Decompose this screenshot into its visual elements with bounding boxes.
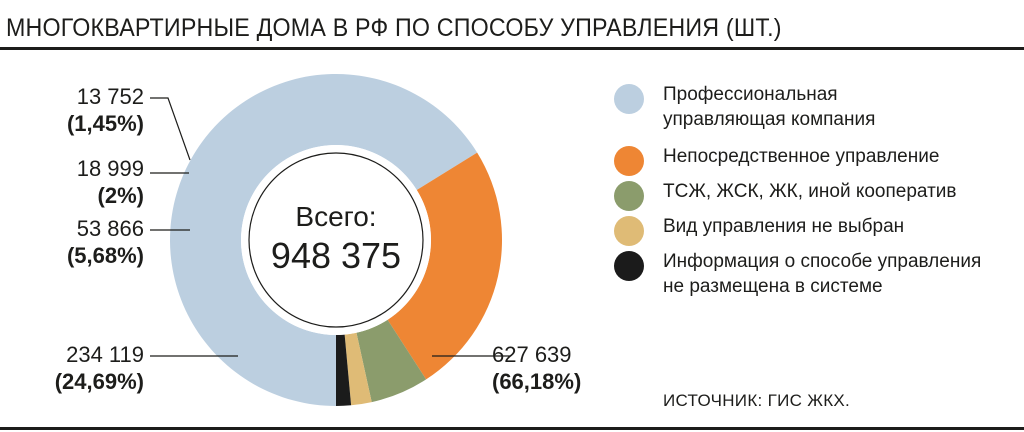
value-label-1: 234 119 xyxy=(66,342,144,367)
donut-chart: Всего:948 375 627 639(66,18%) 234 119(24,6… xyxy=(55,73,581,406)
legend-item: ТСЖ, ЖСК, ЖК, иной кооператив xyxy=(614,179,1014,211)
legend-swatch xyxy=(614,146,644,176)
donut-slice-0 xyxy=(170,73,478,406)
chart-legend: Профессиональная управляющая компания Непо… xyxy=(614,82,1014,299)
percent-label-1: (24,69%) xyxy=(55,369,144,394)
percent-label-3: (2%) xyxy=(98,183,144,208)
legend-label: Информация о способе управления xyxy=(663,251,982,272)
donut-slice-1 xyxy=(387,152,502,380)
legend-label: не размещена в системе xyxy=(663,276,883,297)
legend-label: Вид управления не выбран xyxy=(663,216,905,237)
donut-slice-2 xyxy=(356,319,427,403)
legend-label: управляющая компания xyxy=(663,109,876,130)
legend-label: ТСЖ, ЖСК, ЖК, иной кооператив xyxy=(663,181,957,202)
legend-label: Профессиональная xyxy=(663,84,838,105)
source-note: ИСТОЧНИК: ГИС ЖКХ. xyxy=(663,391,851,410)
donut-slice-3 xyxy=(344,332,372,406)
bottom-rule xyxy=(0,427,1024,430)
chart-title: МНОГОКВАРТИРНЫЕ ДОМА В РФ ПО СПОСОБУ УПР… xyxy=(6,14,782,42)
value-label-0: 627 639 xyxy=(492,342,572,367)
percent-label-2: (5,68%) xyxy=(67,243,144,268)
donut-slice-4 xyxy=(336,334,352,406)
legend-item: Вид управления не выбран xyxy=(614,214,1014,246)
value-label-3: 18 999 xyxy=(77,156,144,181)
donut-hole xyxy=(241,145,431,335)
value-label-4: 13 752 xyxy=(77,84,144,109)
legend-swatch xyxy=(614,216,644,246)
title-rule xyxy=(0,47,1024,50)
legend-label: Непосредственное управление xyxy=(663,146,940,167)
legend-swatch xyxy=(614,251,644,281)
percent-label-0: (66,18%) xyxy=(492,369,581,394)
legend-item: Информация о способе управления не размещ… xyxy=(614,249,1014,299)
legend-swatch xyxy=(614,84,644,114)
value-label-2: 53 866 xyxy=(77,216,144,241)
percent-label-4: (1,45%) xyxy=(67,111,144,136)
inner-ring xyxy=(248,152,424,328)
total-caption: Всего: xyxy=(295,201,376,232)
total-value: 948 375 xyxy=(271,235,401,276)
legend-swatch xyxy=(614,181,644,211)
legend-item: Профессиональная управляющая компания xyxy=(614,82,1014,132)
legend-item: Непосредственное управление xyxy=(614,144,1014,176)
leader-line-4 xyxy=(150,97,191,161)
